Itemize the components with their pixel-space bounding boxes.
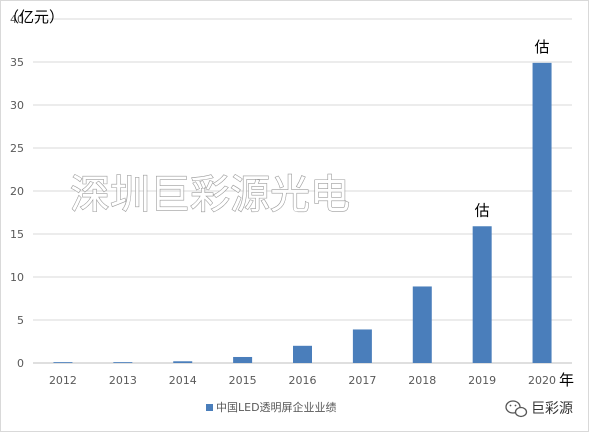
bar	[412, 286, 432, 363]
legend: 中国LED透明屏企业业绩	[206, 400, 337, 414]
bar	[532, 62, 552, 364]
bar	[233, 356, 253, 363]
x-tick-label: 2012	[49, 374, 77, 387]
y-tick-label: 0	[17, 357, 24, 370]
legend-label: 中国LED透明屏企业业绩	[216, 400, 337, 414]
bar	[113, 362, 133, 363]
y-tick-label: 35	[10, 56, 24, 69]
x-tick-label: 2014	[169, 374, 197, 387]
y-axis-unit-label: （亿元）	[4, 8, 64, 26]
annotations: 估估	[475, 38, 550, 219]
y-axis-ticks: 0 5 10 15 20 25 30 35 40	[10, 13, 24, 370]
y-tick-label: 20	[10, 185, 24, 198]
x-tick-label: 2013	[109, 374, 137, 387]
brand-name: 巨彩源	[531, 401, 573, 417]
x-tick-label: 2017	[348, 374, 376, 387]
x-tick-label: 2020	[528, 374, 556, 387]
brand-badge: 巨彩源	[505, 400, 573, 418]
y-tick-label: 10	[10, 271, 24, 284]
estimate-annotation: 估	[475, 201, 490, 219]
x-tick-label: 2016	[289, 374, 317, 387]
bar	[472, 226, 492, 363]
estimate-annotation: 估	[535, 38, 550, 56]
x-tick-label: 2015	[229, 374, 257, 387]
x-tick-label: 2019	[468, 374, 496, 387]
y-tick-label: 5	[17, 314, 24, 327]
y-tick-label: 40	[10, 13, 24, 26]
watermark: 深圳巨彩源光电	[70, 172, 350, 218]
y-tick-label: 15	[10, 228, 24, 241]
bars	[53, 62, 552, 364]
y-tick-label: 25	[10, 142, 24, 155]
wechat-icon	[505, 400, 528, 418]
bar	[53, 362, 73, 363]
x-axis-ticks: 2012 2013 2014 2015 2016 2017 2018 2019 2020	[49, 374, 556, 387]
x-axis-unit-label: 年	[559, 371, 574, 389]
y-tick-label: 30	[10, 99, 24, 112]
bar	[293, 345, 312, 363]
bar	[173, 361, 193, 363]
legend-swatch	[206, 404, 213, 411]
bar	[352, 329, 372, 363]
x-tick-label: 2018	[408, 374, 436, 387]
